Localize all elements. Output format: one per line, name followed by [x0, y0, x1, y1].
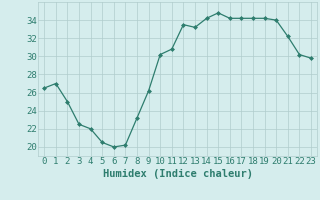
X-axis label: Humidex (Indice chaleur): Humidex (Indice chaleur) — [103, 169, 252, 179]
